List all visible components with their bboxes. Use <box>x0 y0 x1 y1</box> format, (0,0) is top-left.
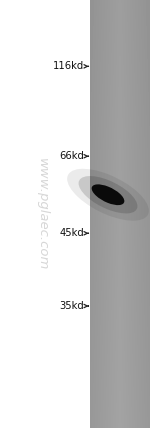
Ellipse shape <box>67 169 149 221</box>
Ellipse shape <box>92 184 124 205</box>
Text: 116kd: 116kd <box>53 61 84 71</box>
Text: www.pglaec.com: www.pglaec.com <box>36 158 48 270</box>
Ellipse shape <box>79 176 137 214</box>
Text: 66kd: 66kd <box>59 151 84 161</box>
Text: 35kd: 35kd <box>59 301 84 311</box>
Text: 45kd: 45kd <box>59 228 84 238</box>
